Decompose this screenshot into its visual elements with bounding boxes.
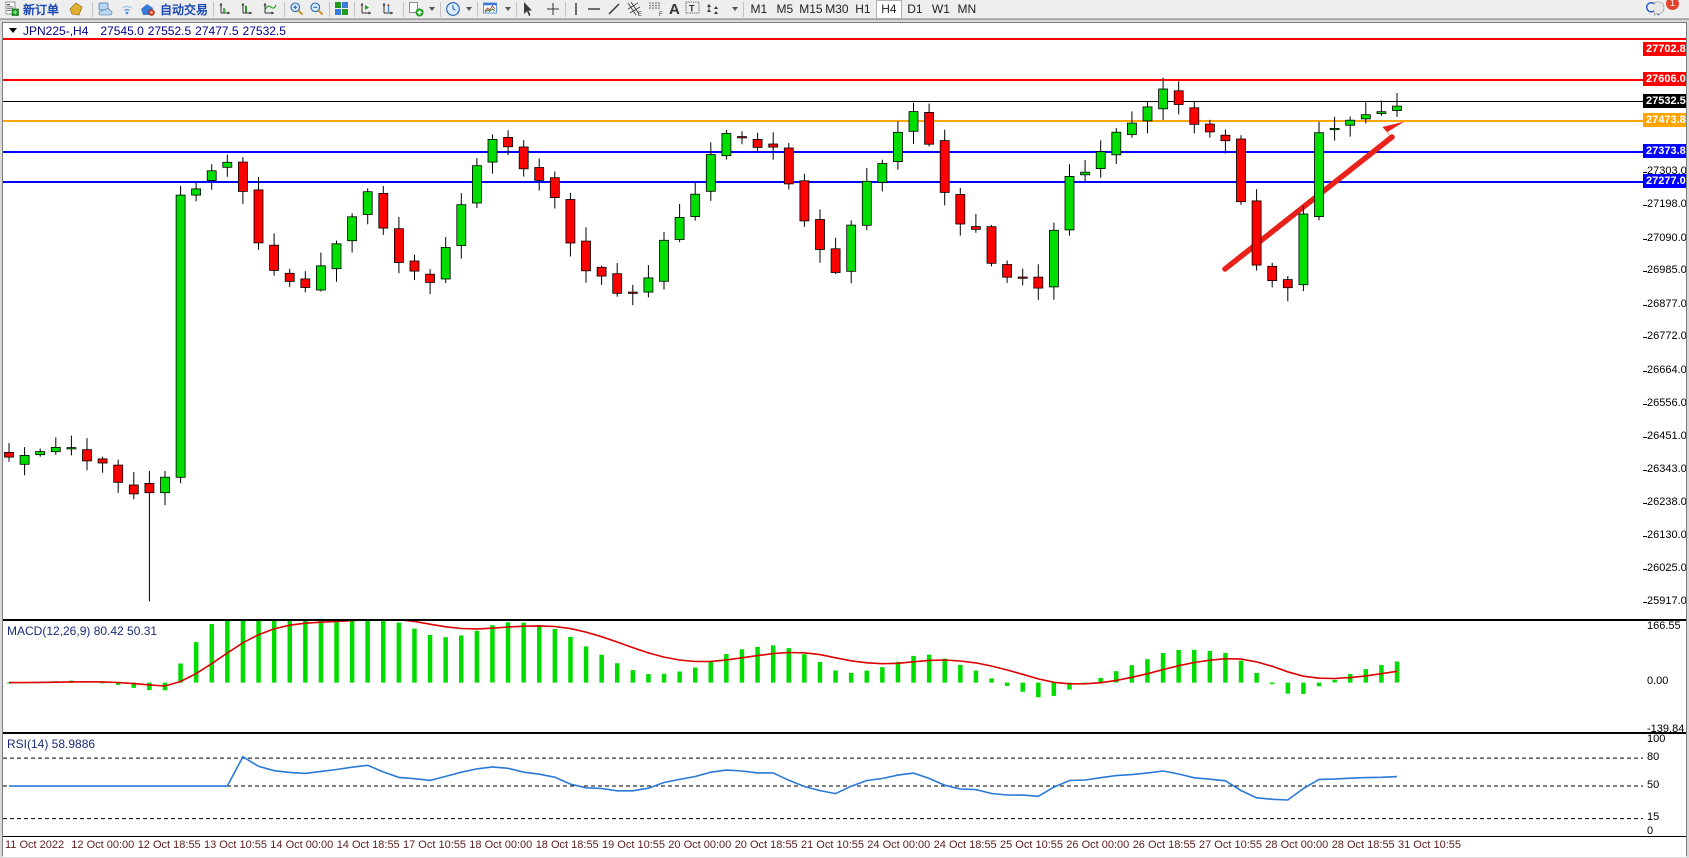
- svg-text:L: L: [225, 9, 228, 15]
- svg-text:E: E: [638, 12, 642, 17]
- svg-text:F: F: [659, 12, 663, 17]
- svg-text:T: T: [689, 4, 695, 14]
